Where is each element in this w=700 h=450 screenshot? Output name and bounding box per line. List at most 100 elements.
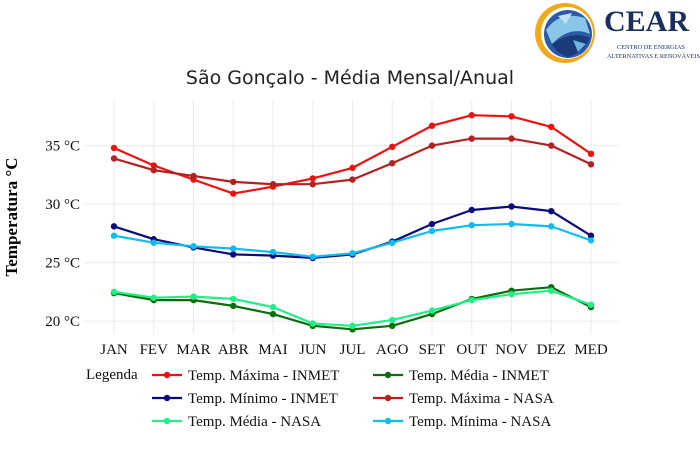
logo-subtitle-line2: ALTERNATIVAS E RENOVÁVEIS <box>607 52 700 60</box>
x-tick-label: OUT <box>456 342 487 358</box>
legend-swatch-marker <box>163 417 171 425</box>
data-point <box>548 123 555 131</box>
data-point <box>548 287 555 294</box>
legend-item: Temp. Máxima - INMET <box>152 368 339 384</box>
data-point <box>349 176 356 183</box>
y-axis-ticks: 20 °C 25 °C 30 °C 35 °C <box>45 139 80 331</box>
data-point <box>389 316 396 324</box>
x-axis-ticks: JAN FEV MAR ABR MAI JUN JUL AGO SET OUT NOV DEZ MED <box>100 342 608 358</box>
legend-item: Temp. Mínimo - INMET <box>152 391 338 407</box>
data-point <box>428 220 436 228</box>
data-point <box>150 162 157 169</box>
data-point <box>548 207 555 215</box>
series-4 <box>110 135 595 188</box>
data-point <box>190 172 197 180</box>
data-point <box>587 232 595 239</box>
data-point <box>110 232 118 239</box>
data-point <box>309 175 316 182</box>
data-point <box>349 164 356 172</box>
data-point <box>230 190 237 197</box>
data-point <box>110 144 118 152</box>
data-point <box>508 220 515 228</box>
x-tick-label: ABR <box>218 342 249 358</box>
data-point <box>349 322 356 330</box>
data-point <box>587 301 595 308</box>
x-tick-label: JAN <box>100 342 128 358</box>
data-point <box>468 112 475 119</box>
data-point <box>389 322 396 330</box>
logo-subtitle-line1: CENTRO DE ENERGIAS <box>617 44 685 51</box>
legend-label: Temp. Mínima - NASA <box>409 414 551 430</box>
legend-item: Temp. Média - INMET <box>373 368 549 384</box>
y-axis-label: Temperatura °C <box>2 157 21 276</box>
data-point <box>110 223 118 230</box>
data-point <box>110 288 118 296</box>
data-point <box>150 167 157 174</box>
legend-label: Temp. Média - NASA <box>188 414 321 430</box>
logo-name: CEAR <box>604 5 689 38</box>
data-point <box>190 243 197 250</box>
data-point <box>428 227 436 235</box>
data-point <box>230 178 237 186</box>
data-point <box>269 248 277 256</box>
legend-label: Temp. Máxima - NASA <box>409 391 554 407</box>
series-5 <box>110 287 595 330</box>
grid-lines <box>84 100 619 334</box>
data-point <box>269 181 277 188</box>
data-point <box>269 303 277 311</box>
x-tick-label: JUL <box>340 342 366 358</box>
series-lines <box>110 112 595 333</box>
data-point <box>508 113 515 120</box>
data-point <box>587 150 595 158</box>
data-point <box>548 223 555 230</box>
data-point <box>309 181 316 188</box>
data-point <box>508 135 515 142</box>
data-point <box>230 245 237 252</box>
x-tick-label: MAR <box>176 342 210 358</box>
data-point <box>587 161 595 168</box>
x-tick-label: SET <box>419 342 446 358</box>
legend-label: Temp. Máxima - INMET <box>188 368 339 384</box>
data-point <box>468 296 475 304</box>
data-point <box>269 310 277 318</box>
legend-swatch-marker <box>163 394 171 402</box>
series-6 <box>110 220 595 260</box>
data-point <box>468 206 475 214</box>
data-point <box>110 155 118 162</box>
data-point <box>508 291 515 298</box>
data-point <box>150 294 157 301</box>
chart-title: São Gonçalo - Média Mensal/Anual <box>186 67 514 89</box>
x-tick-label: JUN <box>299 342 327 358</box>
data-point <box>230 302 237 310</box>
legend-swatch-marker <box>384 394 392 402</box>
data-point <box>309 320 316 327</box>
data-point <box>230 295 237 303</box>
legend-title: Legenda <box>86 367 138 383</box>
legend-item: Temp. Média - NASA <box>152 414 321 430</box>
y-tick-label: 35 °C <box>45 139 80 155</box>
x-tick-label: MAI <box>258 342 287 358</box>
legend: Legenda Temp. Máxima - INMET Temp. Média … <box>86 367 554 430</box>
plot-area <box>84 100 619 334</box>
data-point <box>150 239 157 246</box>
x-tick-label: MED <box>574 342 608 358</box>
data-point <box>548 142 555 149</box>
data-point <box>309 253 316 260</box>
data-point <box>428 142 436 149</box>
x-tick-label: NOV <box>495 342 528 358</box>
data-point <box>508 203 515 210</box>
legend-swatch-marker <box>163 371 171 379</box>
legend-label: Temp. Mínimo - INMET <box>188 391 338 407</box>
data-point <box>190 293 197 300</box>
legend-item: Temp. Máxima - NASA <box>373 391 554 407</box>
data-point <box>389 239 396 246</box>
data-point <box>230 251 237 258</box>
logo-globe-icon <box>535 3 595 63</box>
y-tick-label: 20 °C <box>45 314 80 330</box>
data-point <box>468 135 475 142</box>
legend-swatch-marker <box>384 371 392 379</box>
data-point <box>428 307 436 314</box>
data-point <box>468 221 475 229</box>
x-tick-label: DEZ <box>537 342 566 358</box>
